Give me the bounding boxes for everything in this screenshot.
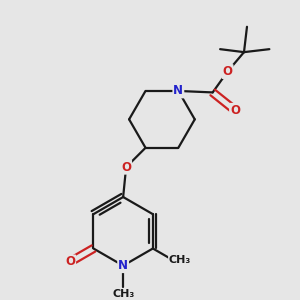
Text: O: O	[65, 255, 75, 268]
Text: N: N	[118, 259, 128, 272]
Text: N: N	[173, 84, 183, 98]
Text: O: O	[121, 161, 131, 174]
Text: O: O	[223, 65, 232, 78]
Text: CH₃: CH₃	[169, 255, 191, 266]
Text: CH₃: CH₃	[112, 289, 134, 299]
Text: O: O	[230, 104, 240, 117]
